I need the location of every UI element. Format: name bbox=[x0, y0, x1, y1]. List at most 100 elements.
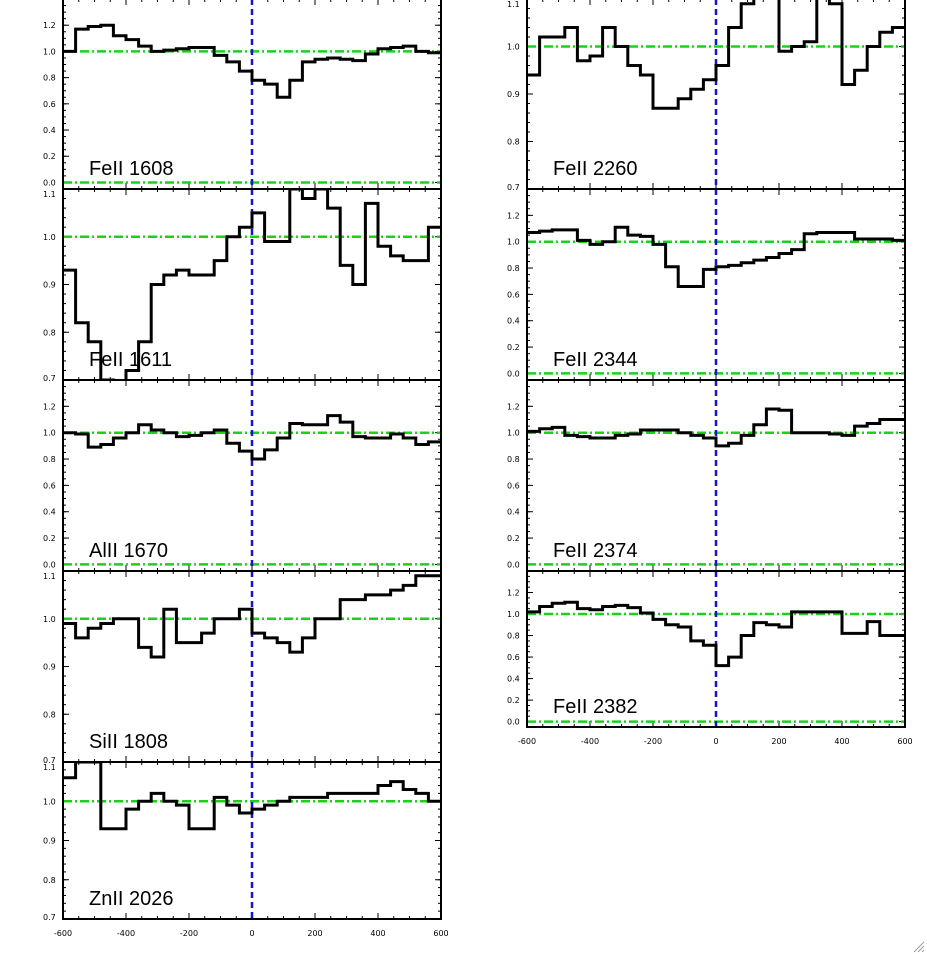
y-tick-label: 0.6 bbox=[507, 290, 520, 299]
y-tick-label: 1.0 bbox=[507, 610, 520, 619]
y-tick-label: 0.9 bbox=[43, 663, 56, 672]
x-tick-label: -600 bbox=[54, 929, 72, 938]
panel-label: FeII 2382 bbox=[553, 696, 638, 718]
panel-label: FeII 2374 bbox=[553, 540, 638, 562]
x-tick-label: 400 bbox=[370, 929, 385, 938]
y-tick-label: 1.1 bbox=[43, 763, 56, 772]
panel-znii-2026: 0.7 0.8 0.9 1.0 1.1 -600 -400 -200 0 200 400 600 ZnI… bbox=[43, 761, 449, 938]
panel-label: ZnII 2026 bbox=[89, 888, 174, 910]
panel-label: FeII 1611 bbox=[89, 349, 172, 371]
panel-alii-1670: 0.0 0.2 0.4 0.6 0.8 1.0 1.2 AlII 1670 bbox=[43, 379, 442, 572]
y-tick-label: 0.8 bbox=[507, 455, 520, 464]
y-tick-label: 0.9 bbox=[507, 90, 520, 99]
flux-step-line bbox=[63, 23, 441, 99]
x-tick-label: -200 bbox=[644, 737, 662, 746]
y-tick-label: 0.2 bbox=[43, 534, 56, 543]
y-tick-label: 1.0 bbox=[43, 47, 56, 56]
y-tick-label: 1.0 bbox=[507, 238, 520, 247]
y-tick-label: 0.0 bbox=[507, 560, 520, 569]
y-tick-label: 0.4 bbox=[507, 317, 520, 326]
panel-frame bbox=[62, 761, 442, 920]
y-tick-label: 0.6 bbox=[43, 481, 56, 490]
y-tick-label: 1.1 bbox=[43, 572, 56, 581]
y-tick-label: 0.6 bbox=[43, 100, 56, 109]
flux-point bbox=[118, 398, 121, 401]
y-tick-label: 1.1 bbox=[43, 190, 56, 199]
y-tick-label: 0.8 bbox=[43, 328, 56, 337]
panel-feii-2382: 0.0 0.2 0.4 0.6 0.8 1.0 1.2 -600 -400 -200 0 200 400… bbox=[507, 570, 913, 746]
flux-step-line bbox=[527, 0, 905, 110]
y-tick-label: 0.0 bbox=[507, 369, 520, 378]
y-tick-label: 0.0 bbox=[43, 560, 56, 569]
y-tick-label: 0.8 bbox=[43, 710, 56, 719]
flux-step-line bbox=[527, 407, 905, 448]
y-tick-label: 0.8 bbox=[507, 632, 520, 641]
y-tick-label: 0.6 bbox=[507, 653, 520, 662]
x-tick-label: 200 bbox=[771, 737, 786, 746]
y-tick-label: 0.8 bbox=[43, 74, 56, 83]
y-tick-label: 0.4 bbox=[43, 508, 56, 517]
y-tick-label: 1.1 bbox=[507, 0, 520, 9]
y-tick-label: 0.7 bbox=[43, 756, 56, 765]
y-tick-label: 0.8 bbox=[43, 455, 56, 464]
x-tick-label: -400 bbox=[117, 929, 135, 938]
y-tick-label: 1.2 bbox=[507, 402, 520, 411]
y-tick-label: 0.6 bbox=[507, 481, 520, 490]
y-tick-label: 1.0 bbox=[43, 233, 56, 242]
panel-label: AlII 1670 bbox=[89, 540, 168, 562]
y-tick-label: 1.0 bbox=[507, 43, 520, 52]
y-tick-label: 0.8 bbox=[507, 138, 520, 147]
y-tick-label: 0.8 bbox=[507, 264, 520, 273]
x-tick-label: -600 bbox=[518, 737, 536, 746]
y-tick-label: 0.7 bbox=[507, 183, 520, 192]
panel-label: SiII 1808 bbox=[89, 731, 168, 753]
y-tick-label: 0.0 bbox=[507, 718, 520, 727]
resize-grip-icon[interactable] bbox=[913, 941, 925, 953]
y-tick-label: 0.7 bbox=[43, 374, 56, 383]
y-tick-label: 1.2 bbox=[43, 402, 56, 411]
panel-frame bbox=[526, 570, 906, 728]
panel-label: FeII 2260 bbox=[553, 158, 638, 180]
y-tick-label: 0.7 bbox=[43, 913, 56, 922]
y-tick-label: 0.9 bbox=[43, 281, 56, 290]
y-tick-label: 1.0 bbox=[43, 615, 56, 624]
x-tick-label: 0 bbox=[249, 929, 254, 938]
y-tick-label: 0.2 bbox=[507, 696, 520, 705]
y-tick-label: 1.2 bbox=[43, 21, 56, 30]
flux-step-line bbox=[63, 574, 441, 659]
panel-feii-1608: 0.0 0.2 0.4 0.6 0.8 1.0 1.2 FeII 1608 bbox=[43, 0, 442, 190]
flux-step-line bbox=[527, 600, 905, 668]
y-tick-label: 0.2 bbox=[507, 343, 520, 352]
x-tick-label: 0 bbox=[713, 737, 718, 746]
panel-siii-1808: 0.7 0.8 0.9 1.0 1.1 SiII 1808 bbox=[43, 570, 442, 765]
y-tick-label: 1.2 bbox=[507, 589, 520, 598]
x-tick-label: -400 bbox=[581, 737, 599, 746]
y-tick-label: 0.8 bbox=[43, 876, 56, 885]
y-tick-label: 1.0 bbox=[43, 429, 56, 438]
panel-label: FeII 1608 bbox=[89, 158, 174, 180]
flux-step-line bbox=[527, 225, 905, 288]
x-tick-label: 600 bbox=[433, 929, 448, 938]
y-tick-label: 1.0 bbox=[507, 429, 520, 438]
y-tick-label: 0.4 bbox=[507, 508, 520, 517]
flux-step-line bbox=[63, 762, 441, 831]
y-tick-label: 0.4 bbox=[507, 675, 520, 684]
panel-label: FeII 2344 bbox=[553, 349, 638, 371]
panel-feii-2260: 0.7 0.8 0.9 1.0 1.1 FeII 2260 bbox=[507, 0, 906, 192]
y-tick-label: 1.0 bbox=[43, 797, 56, 806]
x-tick-label: 400 bbox=[834, 737, 849, 746]
x-tick-label: 200 bbox=[307, 929, 322, 938]
y-tick-label: 0.2 bbox=[507, 534, 520, 543]
panel-feii-2374: 0.0 0.2 0.4 0.6 0.8 1.0 1.2 FeII 2374 bbox=[507, 379, 906, 572]
flux-step-line bbox=[63, 189, 441, 380]
x-tick-label: -200 bbox=[180, 929, 198, 938]
y-tick-label: 0.0 bbox=[43, 178, 56, 187]
y-tick-label: 0.4 bbox=[43, 126, 56, 135]
y-tick-label: 0.9 bbox=[43, 837, 56, 846]
x-tick-label: 600 bbox=[897, 737, 912, 746]
flux-step-line bbox=[63, 414, 441, 461]
y-tick-label: 0.2 bbox=[43, 152, 56, 161]
panel-feii-2344: 0.0 0.2 0.4 0.6 0.8 1.0 1.2 FeII 2344 bbox=[507, 188, 906, 381]
y-tick-label: 1.2 bbox=[507, 211, 520, 220]
